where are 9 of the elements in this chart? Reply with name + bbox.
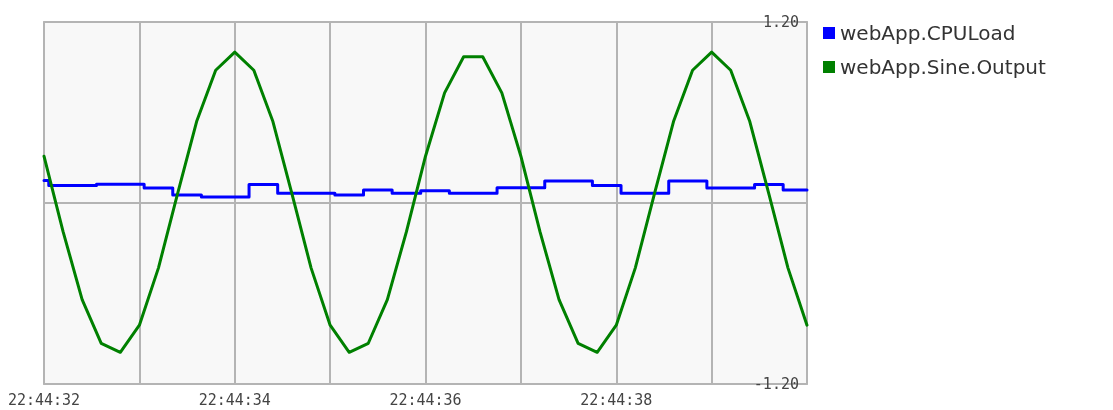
line-series (42, 50, 809, 354)
legend-label: webApp.Sine.Output (840, 55, 1047, 79)
x-tick-label: 22:44:36 (389, 390, 462, 409)
legend-label: webApp.CPULoad (840, 21, 1016, 45)
x-tick-label: 22:44:32 (7, 390, 81, 409)
x-tick-label: 22:44:34 (198, 390, 271, 409)
x-tick-label: 22:44:38 (580, 390, 653, 409)
y-tick-label: -1.20 (753, 375, 799, 393)
y-tick-label: 1.20 (762, 13, 799, 31)
